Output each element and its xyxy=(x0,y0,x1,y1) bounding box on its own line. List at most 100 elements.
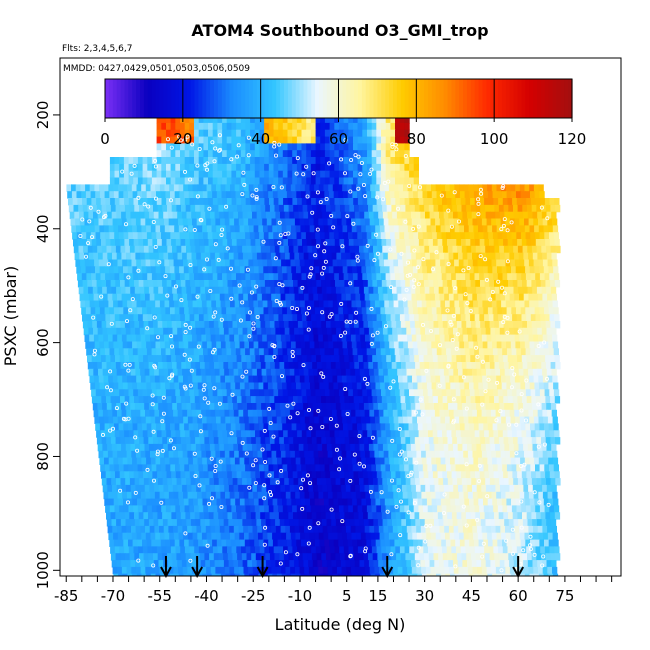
heatmap-cell xyxy=(384,416,390,424)
heatmap-cell xyxy=(309,225,315,233)
heatmap-cell xyxy=(184,191,190,199)
heatmap-cell xyxy=(416,293,422,302)
heatmap-cell xyxy=(502,191,508,199)
heatmap-cell xyxy=(211,184,217,192)
heatmap-cell xyxy=(442,198,448,206)
heatmap-cell xyxy=(309,259,315,267)
heatmap-cell xyxy=(440,416,446,424)
heatmap-cell xyxy=(503,321,509,329)
heatmap-cell xyxy=(446,273,452,281)
heatmap-cell xyxy=(532,286,538,295)
heatmap-cell xyxy=(237,437,243,445)
heatmap-cell xyxy=(132,464,139,472)
heatmap-cell xyxy=(348,150,354,158)
heatmap-cell xyxy=(221,266,227,274)
heatmap-cell xyxy=(465,239,471,247)
heatmap-cell xyxy=(201,259,207,267)
heatmap-cell xyxy=(101,437,107,445)
heatmap-cell xyxy=(518,368,524,377)
heatmap-cell xyxy=(407,416,413,424)
heatmap-cell xyxy=(390,239,397,247)
heatmap-cell xyxy=(114,348,120,356)
heatmap-cell xyxy=(246,280,252,288)
heatmap-cell xyxy=(250,143,256,151)
heatmap-cell xyxy=(178,259,184,267)
heatmap-cell xyxy=(241,321,248,329)
heatmap-cell xyxy=(125,443,132,452)
heatmap-cell xyxy=(244,423,251,431)
heatmap-cell xyxy=(446,464,452,472)
heatmap-cell xyxy=(385,389,391,397)
heatmap-cell xyxy=(347,341,353,349)
heatmap-cell xyxy=(396,211,403,220)
heatmap-cell xyxy=(522,204,528,213)
heatmap-cell xyxy=(140,218,146,226)
heatmap-cell xyxy=(209,443,216,452)
heatmap-cell xyxy=(474,389,480,397)
heatmap-cell xyxy=(198,150,204,158)
heatmap-cell xyxy=(408,191,414,199)
heatmap-cell xyxy=(101,355,107,363)
heatmap-cell xyxy=(372,396,378,404)
heatmap-cell xyxy=(266,252,272,261)
heatmap-cell xyxy=(319,341,325,349)
heatmap-cell xyxy=(250,280,257,288)
heatmap-cell xyxy=(325,280,331,288)
heatmap-cell xyxy=(287,464,293,472)
heatmap-cell xyxy=(85,307,92,315)
heatmap-cell xyxy=(300,225,306,233)
heatmap-cell xyxy=(392,409,399,418)
heatmap-cell xyxy=(128,273,134,281)
heatmap-cell xyxy=(253,382,260,390)
heatmap-cell xyxy=(466,321,472,329)
heatmap-cell xyxy=(279,204,285,213)
heatmap-cell xyxy=(308,368,314,377)
heatmap-cell xyxy=(161,170,167,179)
heatmap-cell xyxy=(217,430,223,438)
heatmap-cell xyxy=(294,443,300,452)
heatmap-cell xyxy=(493,239,499,247)
heatmap-cell xyxy=(222,170,228,179)
heatmap-cell xyxy=(500,409,506,418)
heatmap-cell xyxy=(455,348,461,356)
heatmap-cell xyxy=(510,341,517,349)
heatmap-cell xyxy=(487,423,494,431)
heatmap-cell xyxy=(362,232,368,240)
heatmap-cell xyxy=(417,225,423,233)
heatmap-cell xyxy=(125,211,132,220)
heatmap-cell xyxy=(250,314,256,322)
heatmap-cell xyxy=(259,314,265,322)
heatmap-cell xyxy=(399,129,405,138)
heatmap-cell xyxy=(269,471,275,479)
heatmap-cell xyxy=(175,170,181,179)
heatmap-cell xyxy=(347,307,353,315)
heatmap-cell xyxy=(227,321,234,329)
heatmap-cell xyxy=(109,348,115,356)
heatmap-cell xyxy=(100,273,106,281)
heatmap-cell xyxy=(368,437,374,445)
heatmap-cell xyxy=(450,464,457,472)
heatmap-cell xyxy=(466,437,472,445)
heatmap-cell xyxy=(232,204,238,213)
heatmap-cell xyxy=(544,464,550,472)
heatmap-cell xyxy=(421,334,427,342)
heatmap-cell xyxy=(278,157,284,165)
heatmap-cell xyxy=(225,259,231,267)
heatmap-cell xyxy=(536,396,542,404)
heatmap-cell xyxy=(427,348,433,356)
heatmap-cell xyxy=(141,341,147,349)
heatmap-cell xyxy=(101,396,107,404)
heatmap-cell xyxy=(237,321,243,329)
heatmap-cell xyxy=(549,273,555,281)
heatmap-cell xyxy=(336,293,342,302)
heatmap-cell xyxy=(159,259,165,267)
heatmap-cell xyxy=(372,239,378,247)
heatmap-cell xyxy=(161,177,167,185)
heatmap-cell xyxy=(278,239,284,247)
heatmap-cell xyxy=(200,368,207,377)
heatmap-cell xyxy=(180,280,187,288)
heatmap-cell xyxy=(338,150,345,158)
heatmap-cell xyxy=(544,430,551,438)
heatmap-cell xyxy=(160,225,166,233)
heatmap-cell xyxy=(175,471,182,479)
